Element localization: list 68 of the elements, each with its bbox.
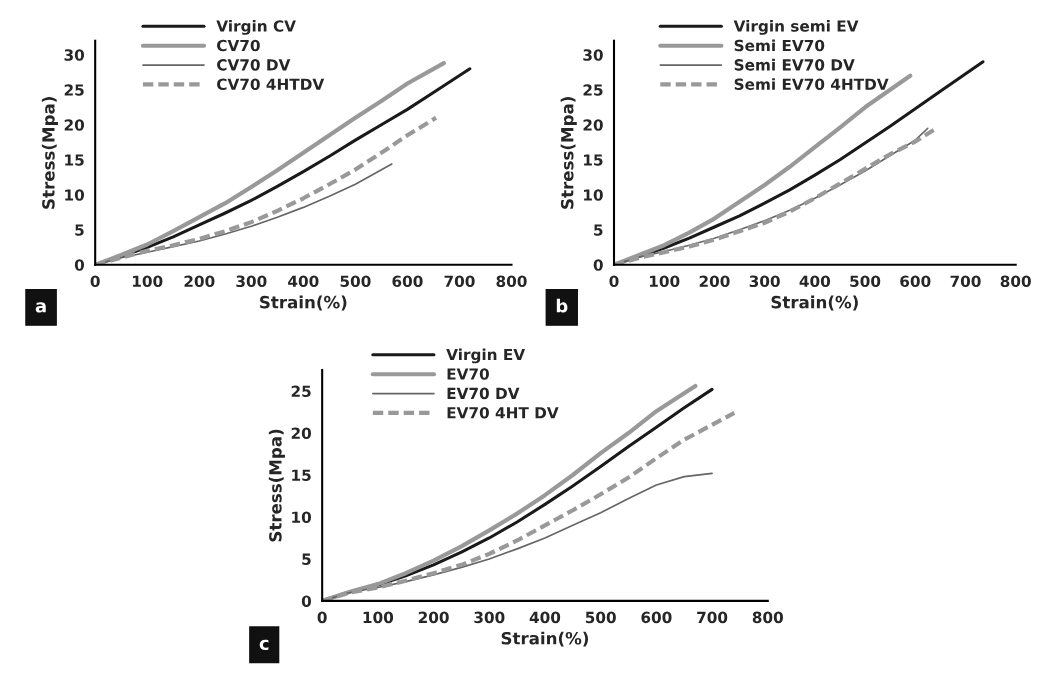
y-tick-label: 0 xyxy=(301,595,312,607)
y-tick-label: 30 xyxy=(583,49,603,61)
y-tick-label: 20 xyxy=(583,119,603,131)
x-tick-label: 500 xyxy=(340,275,371,288)
text: c xyxy=(259,639,269,651)
x-tick-label: 0 xyxy=(317,611,327,624)
x-tick-label: 100 xyxy=(649,275,680,288)
legend-label: CV70 xyxy=(217,39,260,52)
text: b xyxy=(556,298,568,313)
legend-label: EV70 xyxy=(447,368,489,380)
y-tick-label: 25 xyxy=(64,84,84,96)
x-tick-label: 300 xyxy=(474,611,505,624)
x-tick-label: 200 xyxy=(699,275,730,288)
y-axis-title: Stress(Mpa) xyxy=(268,429,285,542)
y-tick-label: 30 xyxy=(64,49,85,61)
legend-label: Virgin semi EV xyxy=(733,19,859,35)
x-tick-label: 300 xyxy=(749,275,780,288)
x-tick-label: 500 xyxy=(850,275,881,288)
y-tick-label: 15 xyxy=(584,154,603,166)
x-tick-label: 200 xyxy=(184,275,215,288)
legend-label: Semi EV70 4HTDV xyxy=(734,78,889,91)
x-tick-label: 100 xyxy=(363,611,394,624)
y-tick-label: 20 xyxy=(64,119,85,131)
y-tick-label: 15 xyxy=(292,469,311,482)
y-tick-label: 10 xyxy=(292,511,312,523)
y-tick-label: 20 xyxy=(291,427,312,440)
x-tick-label: 600 xyxy=(641,611,672,624)
legend-label: Virgin EV xyxy=(446,348,526,364)
x-tick-label: 400 xyxy=(529,611,561,624)
x-axis-title: Strain(%) xyxy=(771,295,858,311)
y-tick-label: 10 xyxy=(584,189,603,201)
y-tick-label: 5 xyxy=(75,224,84,236)
x-tick-label: 200 xyxy=(418,611,449,624)
x-tick-label: 400 xyxy=(799,275,831,288)
x-tick-label: 700 xyxy=(950,275,981,288)
text: a xyxy=(35,302,46,313)
y-tick-label: 5 xyxy=(594,224,603,236)
y-tick-label: 15 xyxy=(65,154,84,166)
x-tick-label: 800 xyxy=(752,611,783,624)
legend-label: EV70 4HT DV xyxy=(447,406,559,419)
x-tick-label: 800 xyxy=(1000,275,1031,288)
x-tick-label: 600 xyxy=(900,275,931,288)
x-axis-title: Strain(%) xyxy=(260,295,347,311)
legend-label: Virgin CV xyxy=(216,19,296,35)
y-tick-label: 10 xyxy=(65,189,85,201)
y-axis-title: Stress(Mpa) xyxy=(41,97,58,209)
x-tick-label: 500 xyxy=(585,611,616,624)
legend-label: Semi EV70 xyxy=(734,39,825,52)
legend-label: CV70 4HTDV xyxy=(217,78,325,91)
legend-label: EV70 DV xyxy=(447,387,520,400)
x-tick-label: 700 xyxy=(444,275,475,288)
y-tick-label: 5 xyxy=(302,553,311,565)
x-tick-label: 100 xyxy=(133,275,163,288)
legend-label: CV70 DV xyxy=(217,59,291,71)
legend-label: Semi EV70 DV xyxy=(734,58,855,71)
x-tick-label: 800 xyxy=(496,275,527,288)
x-tick-label: 600 xyxy=(392,275,423,288)
x-tick-label: 0 xyxy=(90,275,100,288)
y-tick-label: 0 xyxy=(74,259,85,271)
x-tick-label: 0 xyxy=(609,275,619,288)
x-axis-title: Strain(%) xyxy=(501,631,589,647)
y-tick-label: 25 xyxy=(583,84,603,96)
x-tick-label: 300 xyxy=(236,275,267,288)
y-tick-label: 0 xyxy=(593,259,603,271)
y-axis-title: Stress(Mpa) xyxy=(560,97,577,209)
y-tick-label: 25 xyxy=(291,385,311,398)
x-tick-label: 400 xyxy=(288,275,319,288)
x-tick-label: 700 xyxy=(697,611,728,624)
